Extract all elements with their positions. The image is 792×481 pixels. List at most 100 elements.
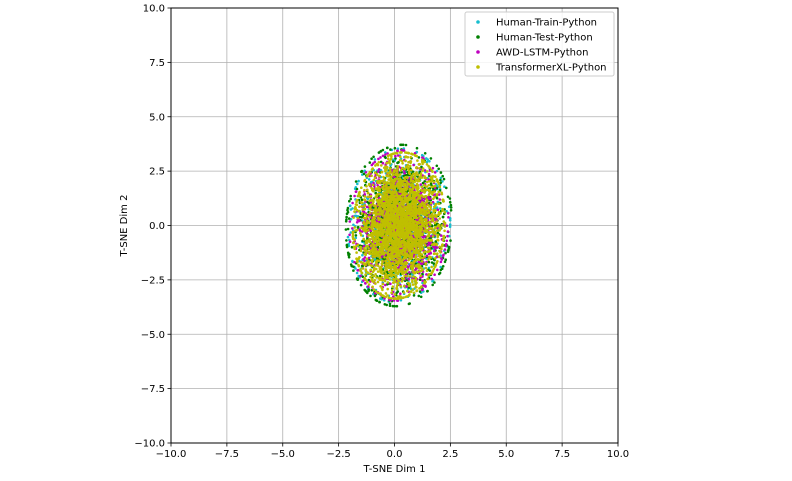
data-point — [431, 175, 435, 178]
data-point — [433, 273, 436, 277]
data-point — [407, 277, 411, 281]
data-point — [410, 268, 414, 271]
data-point — [400, 159, 404, 163]
data-point — [389, 297, 393, 300]
data-point — [363, 288, 367, 292]
data-point — [425, 180, 429, 184]
data-point — [414, 258, 418, 262]
data-point — [429, 201, 433, 205]
data-point — [425, 185, 429, 188]
data-point — [404, 159, 407, 163]
data-point — [411, 170, 415, 174]
data-point — [378, 274, 382, 278]
data-point — [346, 227, 350, 231]
data-point — [436, 246, 439, 249]
data-point — [425, 163, 429, 166]
data-point — [362, 220, 366, 224]
data-point — [419, 172, 423, 175]
data-point — [425, 160, 429, 164]
data-point — [381, 282, 385, 286]
data-point — [414, 268, 417, 272]
data-point — [418, 278, 422, 282]
data-point — [425, 254, 429, 258]
data-point — [344, 220, 348, 223]
data-point — [432, 249, 436, 253]
data-point — [374, 298, 378, 302]
data-point — [421, 169, 424, 173]
data-point — [436, 231, 440, 235]
data-point — [357, 209, 361, 213]
data-point — [419, 274, 423, 278]
data-point — [425, 170, 429, 173]
data-point — [437, 167, 441, 171]
data-point — [395, 284, 399, 288]
data-point — [427, 210, 431, 213]
data-point — [442, 253, 445, 257]
data-point — [418, 290, 422, 293]
data-point — [352, 241, 355, 244]
data-point — [411, 187, 415, 190]
data-point — [392, 259, 395, 262]
data-point — [377, 157, 380, 161]
data-point — [359, 249, 363, 253]
data-point — [379, 292, 382, 295]
data-point — [408, 271, 411, 274]
data-point — [344, 228, 348, 231]
data-point — [449, 209, 453, 212]
data-point — [418, 167, 421, 170]
data-point — [429, 208, 433, 211]
data-point — [352, 265, 355, 269]
data-point — [398, 203, 401, 206]
data-point — [374, 191, 378, 195]
data-point — [424, 266, 428, 270]
data-point — [363, 204, 366, 207]
data-point — [423, 152, 427, 155]
data-point — [410, 152, 413, 156]
data-point — [445, 186, 448, 190]
data-point — [376, 163, 380, 167]
data-point — [348, 220, 352, 223]
data-point — [358, 215, 362, 219]
data-point — [439, 176, 443, 180]
data-point — [389, 148, 392, 151]
data-point — [364, 273, 367, 276]
data-point — [404, 165, 408, 169]
data-point — [396, 290, 400, 293]
data-point — [415, 166, 418, 170]
data-point — [370, 157, 373, 160]
data-point — [364, 223, 368, 227]
data-point — [429, 230, 433, 234]
data-point — [435, 229, 439, 232]
data-point — [351, 201, 354, 205]
data-point — [443, 222, 447, 226]
data-point — [401, 166, 404, 170]
data-point — [417, 294, 421, 298]
data-point — [384, 272, 388, 276]
data-point — [352, 223, 355, 227]
data-point — [383, 270, 386, 273]
data-point — [353, 194, 356, 198]
data-point — [388, 302, 392, 306]
data-point — [413, 152, 417, 155]
data-point — [431, 235, 435, 238]
data-point — [411, 244, 415, 247]
data-point — [430, 261, 434, 264]
data-point — [376, 170, 380, 173]
data-point — [417, 156, 421, 159]
data-point — [375, 257, 379, 260]
data-point — [362, 172, 366, 176]
data-point — [374, 247, 378, 251]
data-point — [401, 296, 405, 300]
data-point — [366, 285, 370, 288]
data-point — [444, 258, 448, 262]
data-point — [426, 244, 429, 247]
data-point — [386, 195, 390, 199]
data-point — [428, 242, 432, 246]
data-point — [423, 180, 427, 183]
data-point — [409, 235, 413, 238]
data-point — [420, 288, 424, 292]
data-point — [357, 179, 360, 183]
data-point — [448, 218, 452, 222]
data-point — [367, 288, 371, 291]
data-point — [360, 169, 364, 173]
